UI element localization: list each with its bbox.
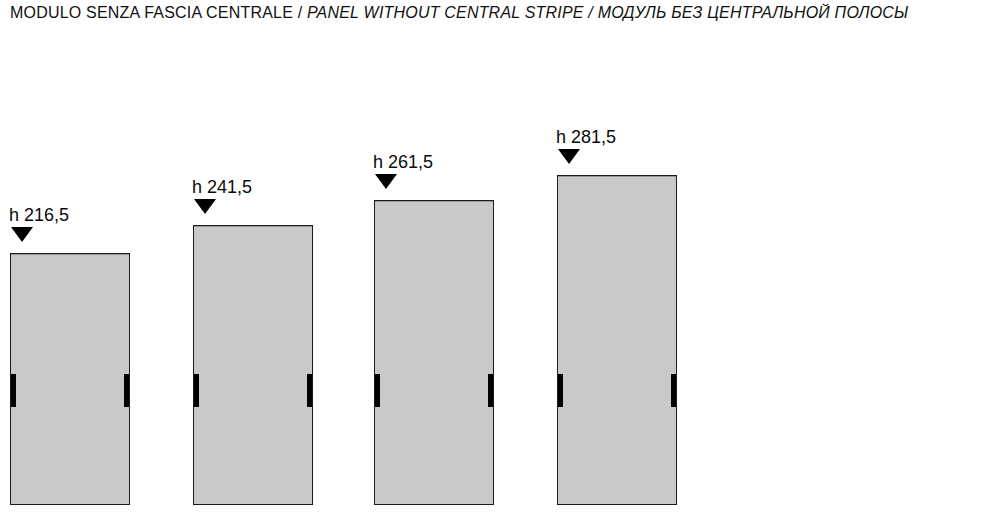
title-separator: /: [293, 4, 307, 21]
panel-h261: [374, 200, 494, 505]
side-bracket-mark-right: [671, 374, 676, 407]
catalog-diagram-page: MODULO SENZA FASCIA CENTRALE / PANEL WIT…: [0, 0, 994, 515]
side-bracket-mark-left: [375, 374, 380, 407]
down-arrow-icon: [375, 174, 397, 189]
height-label-3: h 261,5: [373, 152, 433, 172]
panel-h281: [557, 175, 677, 505]
panel-h241: [193, 225, 313, 505]
title-english: PANEL WITHOUT CENTRAL STRIPE: [307, 4, 584, 21]
page-title: MODULO SENZA FASCIA CENTRALE / PANEL WIT…: [10, 3, 908, 23]
side-bracket-mark-left: [558, 374, 563, 407]
height-label-2: h 241,5: [192, 177, 252, 197]
side-bracket-mark-left: [194, 374, 199, 407]
down-arrow-icon: [558, 149, 580, 164]
title-russian: МОДУЛЬ БЕЗ ЦЕНТРАЛЬНОЙ ПОЛОСЫ: [598, 4, 909, 21]
down-arrow-icon: [194, 199, 216, 214]
panel-h216: [10, 253, 130, 505]
title-separator: /: [584, 4, 598, 21]
down-arrow-icon: [11, 227, 33, 242]
height-label-1: h 216,5: [9, 205, 69, 225]
side-bracket-mark-left: [11, 374, 16, 407]
side-bracket-mark-right: [124, 374, 129, 407]
height-label-4: h 281,5: [556, 127, 616, 147]
side-bracket-mark-right: [488, 374, 493, 407]
title-italian: MODULO SENZA FASCIA CENTRALE: [10, 4, 293, 21]
side-bracket-mark-right: [307, 374, 312, 407]
